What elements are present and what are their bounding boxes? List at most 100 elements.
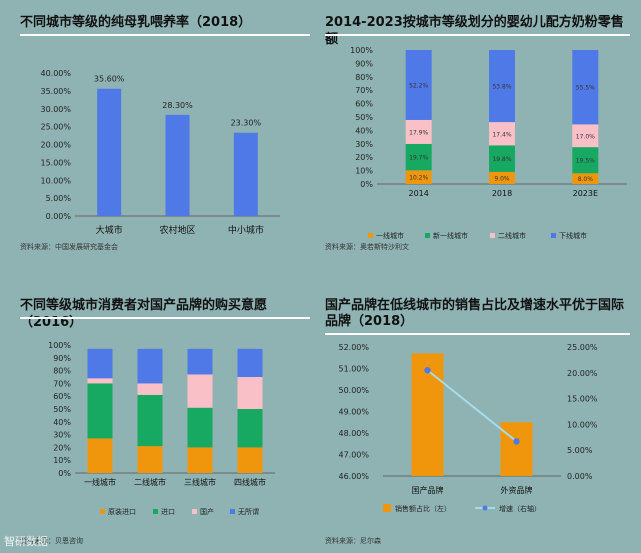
- bar-segment: [489, 50, 515, 123]
- y-tick-label: 60%: [53, 392, 71, 401]
- legend-swatch: [153, 509, 158, 514]
- title-divider: [20, 34, 310, 36]
- bar-segment: [187, 374, 213, 408]
- bar: [233, 132, 258, 216]
- chart-title: 不同城市等级的纯母乳喂养率（2018）: [20, 15, 252, 30]
- legend-swatch: [368, 233, 373, 238]
- breastfeeding-bar-chart: 0.00% 5.00% 10.00% 15.00% 20.00% 25.00% 30.00%…: [40, 69, 280, 236]
- chart-title-line-2: 品牌（2018）: [325, 314, 414, 329]
- y-tick-label: 20.00%: [40, 141, 71, 150]
- y-tick-label: 25.00%: [40, 123, 71, 132]
- legend-label: 无所谓: [238, 507, 259, 516]
- bar-segment: [137, 383, 163, 395]
- y-tick-label: 100%: [48, 341, 71, 350]
- left-y-tick-label: 49.00%: [338, 408, 369, 417]
- bar-segment: [405, 50, 432, 120]
- bar: [165, 114, 190, 216]
- bar-segment: [187, 407, 213, 448]
- bar-segment: [572, 124, 599, 148]
- legend-swatch: [192, 509, 197, 514]
- right-y-tick-label: 10.00%: [567, 420, 598, 429]
- left-y-tick-label: 48.00%: [338, 429, 369, 438]
- legend-label: 新一线城市: [433, 231, 468, 240]
- title-divider: [20, 317, 310, 319]
- x-tick-label: 2014: [408, 189, 428, 198]
- segment-value-label: 17.9%: [409, 129, 428, 136]
- x-tick-label: 外资品牌: [501, 485, 533, 495]
- y-tick-label: 15.00%: [40, 158, 71, 167]
- x-tick-label: 农村地区: [159, 224, 195, 236]
- segment-value-label: 19.8%: [492, 156, 511, 163]
- y-tick-label: 30%: [53, 431, 71, 440]
- y-tick-label: 40%: [355, 126, 373, 135]
- title-divider: [325, 333, 630, 335]
- x-tick-label: 2023E: [573, 189, 598, 198]
- bar: [500, 422, 533, 476]
- domestic-foreign-combo-chart: 46.00% 47.00% 48.00% 49.00% 50.00% 51.00% 52.0…: [338, 343, 598, 513]
- x-tick-label: 四线城市: [234, 477, 266, 487]
- legend-label: 进口: [161, 508, 175, 516]
- y-tick-label: 70%: [53, 379, 71, 388]
- right-y-tick-label: 15.00%: [567, 395, 598, 404]
- legend-label: 一线城市: [376, 231, 404, 240]
- growth-line: [426, 369, 518, 443]
- panel-breastfeeding: 不同城市等级的纯母乳喂养率（2018） 0.00% 5.00% 10.00% 15.0…: [20, 14, 310, 254]
- y-tick-label: 60%: [355, 100, 373, 109]
- title-divider: [325, 34, 630, 36]
- legend-label: 二线城市: [498, 231, 526, 240]
- legend-label: 下线城市: [559, 231, 587, 240]
- legend-label: 增速（右轴）: [499, 504, 541, 513]
- y-tick-label: 50%: [53, 405, 71, 414]
- source-note: 资料来源：尼尔森: [325, 537, 381, 545]
- bar-segment: [187, 348, 213, 375]
- bar-value-label: 28.30%: [162, 101, 193, 110]
- segment-value-label: 52.2%: [409, 82, 428, 89]
- y-tick-label: 70%: [355, 86, 373, 95]
- legend-swatch: [490, 233, 495, 238]
- x-tick-label: 一线城市: [84, 477, 116, 487]
- x-tick-label: 国产品牌: [412, 485, 444, 495]
- bar-segment: [572, 147, 599, 174]
- legend-label: 销售额占比（左）: [395, 504, 451, 513]
- source-note: 资料来源：中国发展研究基金会: [20, 243, 118, 251]
- x-tick-label: 三线城市: [184, 477, 216, 487]
- source-note: 资料来源：贝恩咨询: [20, 537, 83, 545]
- bar-segment: [405, 143, 432, 171]
- y-tick-label: 10%: [53, 456, 71, 465]
- bar: [97, 88, 122, 216]
- y-tick-label: 80%: [53, 367, 71, 376]
- right-y-tick-label: 0.00%: [567, 472, 593, 481]
- bar: [411, 353, 444, 476]
- bar-segment: [489, 122, 515, 146]
- segment-value-label: 55.5%: [576, 85, 595, 92]
- right-y-tick-label: 5.00%: [567, 446, 593, 455]
- y-tick-label: 30.00%: [40, 105, 71, 114]
- watermark-logo: 智研数据: [4, 535, 48, 548]
- legend-swatch: [100, 509, 105, 514]
- y-tick-label: 100%: [350, 46, 373, 55]
- panel-domestic-vs-foreign: 国产品牌在低线城市的销售占比及增速水平优于国际 品牌（2018） 46.00% 4…: [325, 297, 630, 547]
- segment-value-label: 53.8%: [492, 84, 511, 91]
- bar-segment: [237, 377, 263, 409]
- segment-value-label: 17.0%: [576, 133, 595, 140]
- y-tick-label: 35.00%: [40, 87, 71, 96]
- y-tick-label: 30%: [355, 140, 373, 149]
- bar-segment: [87, 378, 113, 384]
- x-tick-label: 二线城市: [134, 477, 166, 487]
- chart-title-line-1: 国产品牌在低线城市的销售占比及增速水平优于国际: [325, 298, 625, 313]
- y-tick-label: 20%: [53, 443, 71, 452]
- retail-stacked-chart: 0% 10% 20% 30% 40% 50% 60% 70% 80% 90% 100% 10.2% 19…: [350, 46, 627, 240]
- segment-value-label: 9.0%: [494, 175, 510, 182]
- bar-segment: [572, 173, 599, 184]
- y-tick-label: 80%: [355, 73, 373, 82]
- right-y-tick-label: 25.00%: [567, 343, 598, 352]
- y-tick-label: 40%: [53, 418, 71, 427]
- segment-value-label: 10.2%: [409, 175, 428, 182]
- panel-formula-retail: 2014-2023按城市等级划分的婴幼儿配方奶粉零售额 0% 10% 20% 30% 4…: [325, 14, 630, 254]
- left-y-tick-label: 46.00%: [338, 472, 369, 481]
- bar-value-label: 23.30%: [231, 119, 262, 128]
- purchase-intent-stacked-chart: 0% 10% 20% 30% 40% 50% 60% 70% 80% 90% 100% 一线城市 二线城…: [48, 341, 275, 516]
- left-y-tick-label: 47.00%: [338, 451, 369, 460]
- bar-segment: [572, 50, 599, 125]
- segment-value-label: 19.5%: [576, 158, 595, 165]
